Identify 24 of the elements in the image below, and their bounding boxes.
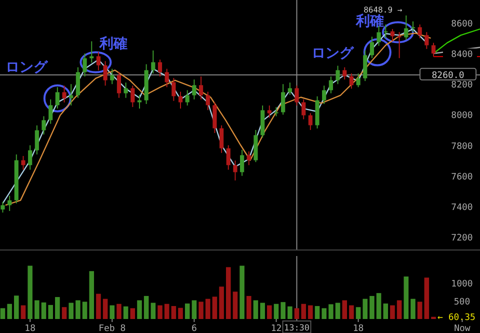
y-tick-label: 1000 xyxy=(451,280,473,290)
y-tick-label: 8200 xyxy=(451,80,473,91)
y-tick-label: 8000 xyxy=(451,111,473,122)
x-tick-label: Now xyxy=(454,324,471,333)
annotation: 8648.9 → xyxy=(364,5,402,14)
x-tick-label: 12 xyxy=(270,324,282,333)
y-tick-label: 500 xyxy=(454,298,470,308)
annotation: 利確 xyxy=(354,12,384,28)
y-tick-label: 8400 xyxy=(451,50,473,60)
annotation: ロング xyxy=(5,58,48,74)
x-tick-label: 18 xyxy=(352,324,364,333)
annotation: ロング xyxy=(311,44,354,60)
x-tick-label: 6 xyxy=(191,324,197,333)
y-tick-label: 8600 xyxy=(451,19,473,30)
ref-line-label: 13:30 xyxy=(284,324,310,333)
y-tick-label: 7600 xyxy=(451,172,473,182)
y-tick-label: 7400 xyxy=(451,202,473,213)
annotation: ← 60.35 xyxy=(438,312,476,323)
y-tick-label: 7200 xyxy=(451,234,473,244)
x-tick-label: Feb 8 xyxy=(98,324,126,333)
x-tick-label: 18 xyxy=(24,324,36,333)
ref-line-label: 8260.0 xyxy=(432,70,464,81)
y-tick-label: 7800 xyxy=(451,142,473,152)
annotation: 利確 xyxy=(98,35,128,52)
